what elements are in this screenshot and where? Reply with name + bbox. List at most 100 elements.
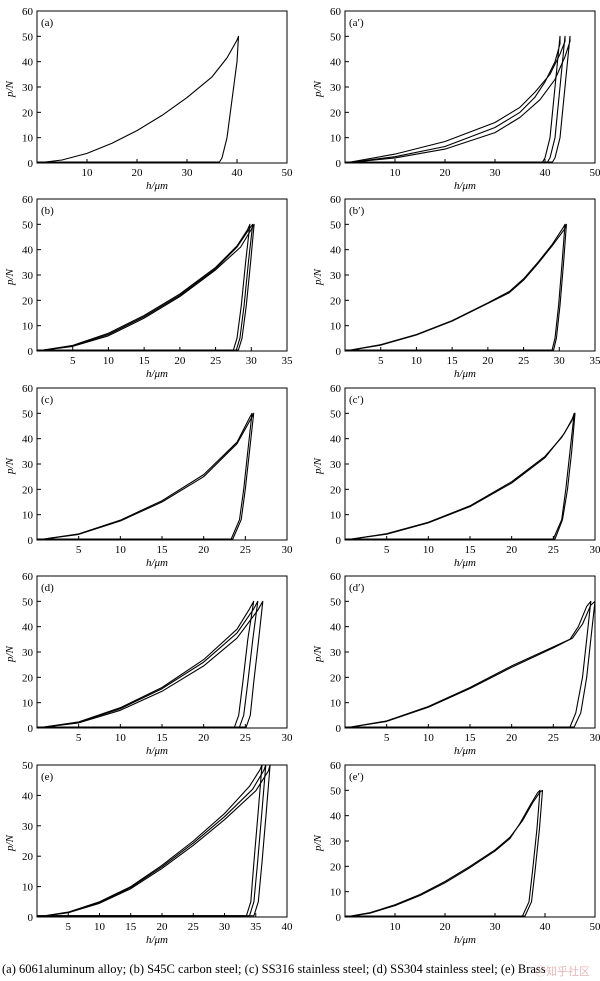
x-tick-label: 10 <box>423 544 435 556</box>
y-tick-label: 40 <box>22 622 34 634</box>
plot-frame <box>36 575 288 729</box>
x-tick-label: 20 <box>506 732 518 744</box>
plot-frame <box>344 10 596 164</box>
y-tick-label: 30 <box>22 82 34 94</box>
y-tick-label: 30 <box>330 836 342 848</box>
y-tick-label: 0 <box>336 158 342 170</box>
y-axis-label: p/N <box>4 268 16 286</box>
y-tick-label: 30 <box>330 459 342 471</box>
y-tick-label: 40 <box>330 434 342 446</box>
y-axis-label: p/N <box>4 645 16 663</box>
series-line <box>344 412 576 541</box>
y-axis-label: p/N <box>312 457 324 475</box>
panel-label: (b) <box>41 205 54 217</box>
y-tick-label: 0 <box>28 912 34 924</box>
panel-label: (c′) <box>349 394 364 406</box>
x-tick-label: 30 <box>490 167 502 179</box>
series-line <box>36 764 267 918</box>
x-tick-label: 25 <box>548 732 560 744</box>
y-tick-label: 0 <box>336 912 342 924</box>
x-tick-label: 20 <box>174 355 186 367</box>
y-tick-label: 60 <box>330 6 342 18</box>
y-tick-label: 60 <box>22 571 34 583</box>
y-axis-label: p/N <box>312 268 324 286</box>
y-tick-label: 60 <box>330 383 342 395</box>
y-tick-label: 50 <box>330 596 342 608</box>
y-axis-label: p/N <box>4 80 16 98</box>
x-tick-label: 30 <box>219 921 231 933</box>
x-axis-label: h/μm <box>146 368 168 380</box>
x-tick-label: 30 <box>182 167 194 179</box>
series-line <box>344 600 592 729</box>
x-tick-label: 20 <box>506 544 518 556</box>
y-tick-label: 50 <box>22 760 34 772</box>
series-line <box>344 789 541 918</box>
x-tick-label: 25 <box>548 544 560 556</box>
y-tick-label: 0 <box>336 346 342 358</box>
x-tick-label: 5 <box>66 921 72 933</box>
chart-panel: 0 10 20 30 40 50 60 5 10 15 20 25 30 h/μm p/N (c′) <box>312 383 600 569</box>
x-tick-label: 15 <box>465 544 477 556</box>
series-line <box>344 789 544 918</box>
x-tick-label: 35 <box>250 921 262 933</box>
plot-frame <box>36 387 288 541</box>
y-tick-label: 10 <box>330 698 342 710</box>
y-tick-label: 60 <box>22 6 34 18</box>
y-axis-label: p/N <box>4 834 16 852</box>
x-tick-label: 15 <box>157 544 169 556</box>
x-tick-label: 30 <box>554 355 566 367</box>
x-tick-label: 5 <box>384 544 390 556</box>
y-tick-label: 40 <box>330 57 342 69</box>
y-tick-label: 40 <box>22 434 34 446</box>
x-tick-label: 25 <box>188 921 200 933</box>
y-tick-label: 10 <box>22 510 34 522</box>
y-tick-label: 20 <box>22 107 34 119</box>
y-tick-label: 20 <box>22 295 34 307</box>
y-tick-label: 10 <box>22 321 34 333</box>
x-tick-label: 10 <box>82 167 94 179</box>
y-tick-label: 40 <box>22 57 34 69</box>
x-tick-label: 15 <box>157 732 169 744</box>
y-axis-label: p/N <box>312 645 324 663</box>
x-tick-label: 30 <box>590 732 600 744</box>
panel-label: (a′) <box>349 17 364 29</box>
y-tick-label: 40 <box>22 790 34 802</box>
y-tick-label: 60 <box>330 760 342 772</box>
x-tick-label: 35 <box>590 355 600 367</box>
panel-label: (e′) <box>349 771 364 783</box>
y-tick-label: 60 <box>22 194 34 206</box>
series-line <box>36 600 264 729</box>
chart-panel: 0 10 20 30 40 50 5 10 15 20 25 30 35 40 h/μm p/N (e) <box>4 760 293 946</box>
y-tick-label: 10 <box>330 510 342 522</box>
x-tick-label: 15 <box>125 921 137 933</box>
y-tick-label: 30 <box>22 647 34 659</box>
x-tick-label: 10 <box>390 167 402 179</box>
chart-panel: 0 10 20 30 40 50 60 5 10 15 20 25 30 35 h/μm p/N (b) <box>4 194 293 380</box>
x-axis-label: h/μm <box>454 180 476 192</box>
x-tick-label: 10 <box>94 921 106 933</box>
y-tick-label: 0 <box>28 723 34 735</box>
panel-label: (c) <box>41 394 54 406</box>
x-tick-label: 35 <box>282 355 294 367</box>
x-tick-label: 5 <box>384 732 390 744</box>
series-line <box>36 600 255 729</box>
panel-label: (d) <box>41 582 54 594</box>
y-tick-label: 0 <box>28 346 34 358</box>
y-tick-label: 20 <box>330 484 342 496</box>
x-axis-label: h/μm <box>454 557 476 569</box>
x-tick-label: 20 <box>440 921 452 933</box>
x-axis-label: h/μm <box>146 180 168 192</box>
x-tick-label: 20 <box>132 167 144 179</box>
y-tick-label: 50 <box>330 408 342 420</box>
series-line <box>36 764 263 918</box>
y-tick-label: 10 <box>330 321 342 333</box>
x-tick-label: 25 <box>240 544 252 556</box>
x-tick-label: 10 <box>103 355 115 367</box>
chart-panel: 0 10 20 30 40 50 60 10 20 30 40 50 h/μm p/N (a′) <box>312 6 600 192</box>
y-tick-label: 20 <box>22 851 34 863</box>
x-axis-label: h/μm <box>146 934 168 946</box>
x-tick-label: 10 <box>115 732 127 744</box>
x-axis-label: h/μm <box>454 745 476 757</box>
y-tick-label: 0 <box>336 723 342 735</box>
